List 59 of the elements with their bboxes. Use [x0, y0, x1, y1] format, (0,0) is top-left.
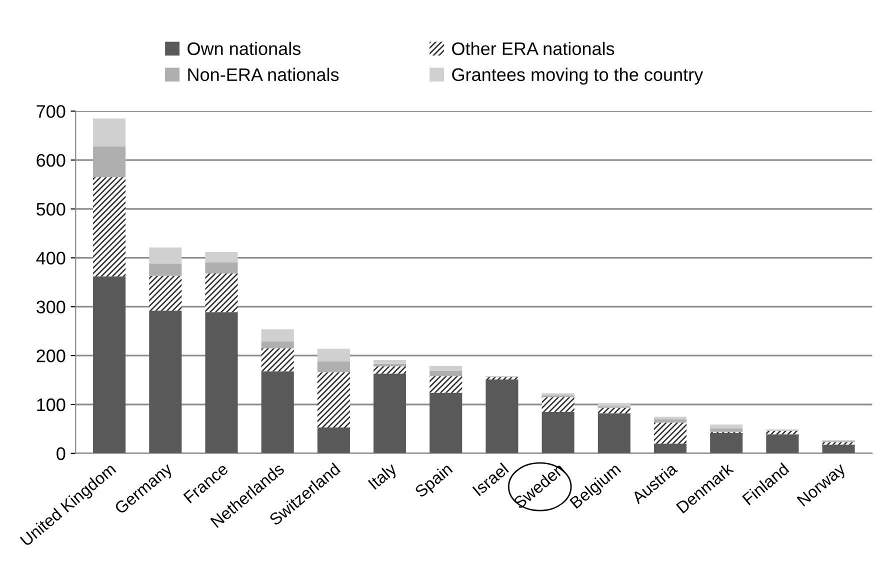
bar — [93, 177, 126, 276]
bar — [822, 444, 855, 454]
y-tick-label: 200 — [36, 350, 66, 362]
bar — [205, 262, 238, 274]
legend-label: Own nationals — [188, 42, 301, 56]
bar — [598, 408, 630, 414]
bar — [205, 273, 238, 312]
y-tick-label: 300 — [36, 300, 66, 314]
bar — [430, 370, 462, 376]
legend-label: Non-ERA nationals — [188, 68, 339, 82]
bar — [149, 264, 182, 276]
bar — [430, 392, 462, 454]
bar — [317, 361, 350, 372]
bar — [598, 413, 630, 454]
bar — [766, 434, 799, 454]
x-tick-label: Italy — [368, 462, 400, 492]
bar — [430, 366, 462, 371]
bar — [205, 312, 238, 454]
bar — [654, 422, 687, 444]
y-tick-label: 0 — [56, 447, 66, 460]
bar — [542, 412, 574, 454]
legend-label: Other ERA nationals — [452, 42, 614, 56]
bar — [486, 380, 518, 454]
y-tick-label: 400 — [36, 252, 66, 265]
bar — [542, 397, 574, 412]
bar — [149, 248, 182, 264]
bar — [822, 442, 855, 445]
bar — [374, 360, 406, 364]
bar — [261, 348, 294, 372]
bar — [710, 428, 743, 432]
bar — [766, 430, 799, 434]
bar — [261, 371, 294, 454]
bar — [486, 377, 518, 380]
y-tick-label: 600 — [36, 154, 66, 167]
bar — [710, 432, 743, 454]
bar — [374, 374, 406, 454]
bar — [710, 424, 743, 428]
bar — [261, 329, 294, 342]
bar — [430, 376, 462, 393]
bar — [654, 419, 687, 423]
bar — [654, 444, 687, 454]
bar — [93, 118, 126, 146]
bar — [149, 310, 182, 454]
bar — [317, 427, 350, 454]
bar — [205, 252, 238, 262]
bar — [374, 366, 406, 374]
bar — [374, 364, 406, 366]
y-tick-label: 700 — [36, 105, 66, 118]
bar — [93, 276, 126, 454]
bar — [261, 341, 294, 348]
bar — [149, 276, 182, 311]
bar — [93, 146, 126, 178]
bar — [654, 416, 687, 420]
bar — [598, 404, 630, 406]
bar — [317, 348, 350, 362]
legend-label: Grantees moving to the country — [452, 68, 704, 85]
bar — [317, 372, 350, 428]
y-tick-label: 500 — [36, 202, 66, 216]
y-tick-label: 100 — [37, 398, 66, 412]
